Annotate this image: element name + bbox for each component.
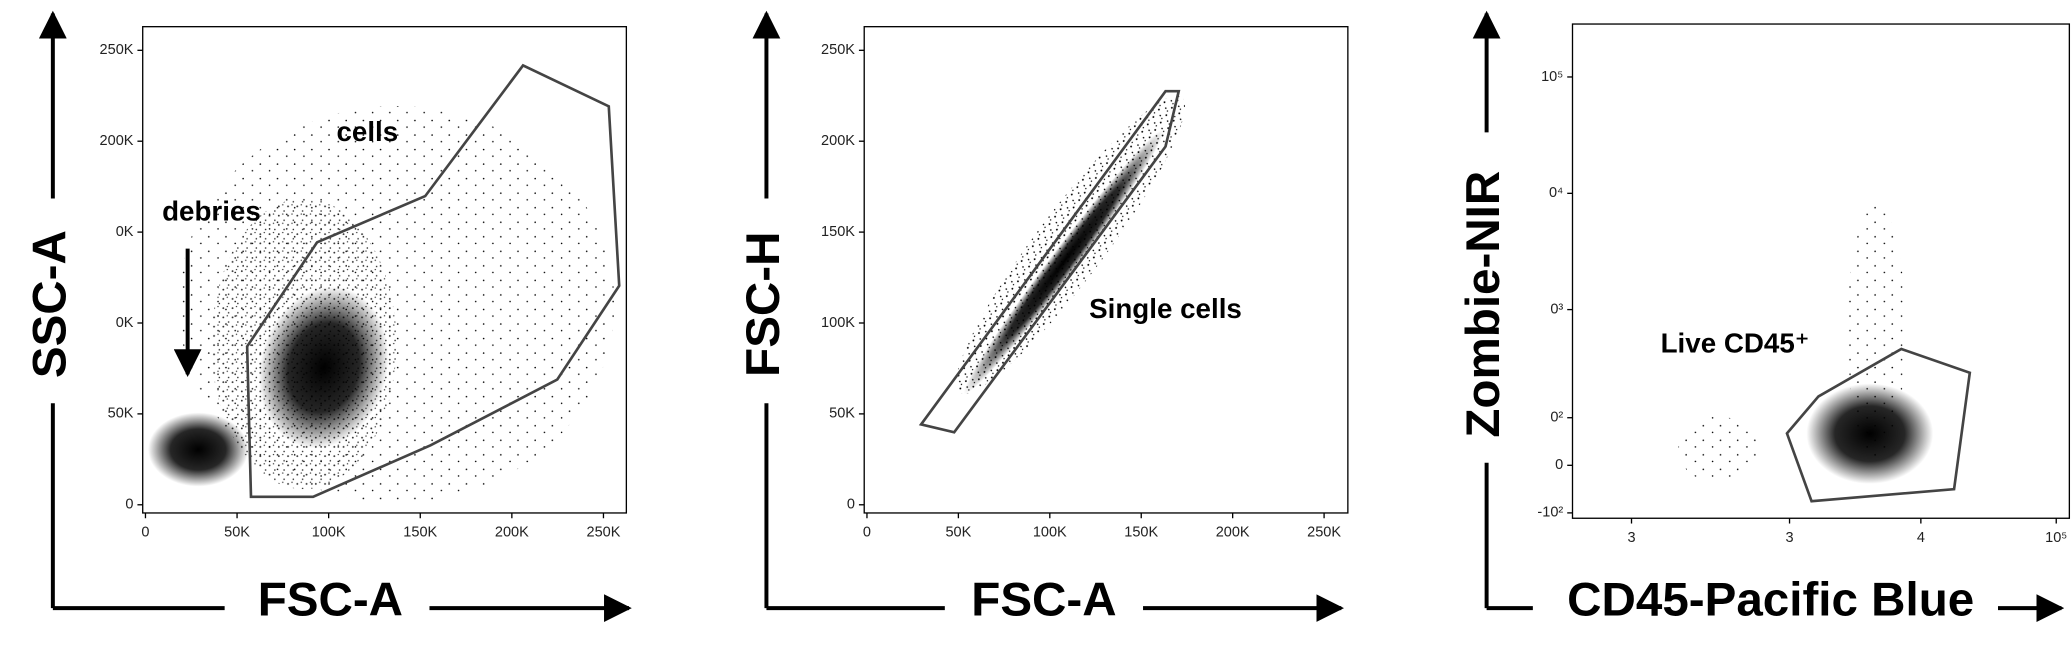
gate-label: cells: [336, 116, 398, 147]
x-tick-label: 0: [863, 525, 871, 541]
y-tick-label: 200K: [821, 133, 855, 149]
x-tick-label: 4: [1917, 530, 1925, 546]
y-tick-label: 250K: [821, 42, 855, 58]
x-tick-label: 50K: [945, 525, 971, 541]
y-tick-label: 0: [125, 497, 133, 513]
y-tick-label: 50K: [829, 406, 855, 422]
x-tick-label: 0: [141, 525, 149, 541]
x-tick-label: 200K: [1216, 525, 1250, 541]
y-tick-label: 100K: [821, 315, 855, 331]
x-tick-label: 150K: [403, 525, 437, 541]
y-tick-label: 0: [1555, 457, 1563, 473]
y-axis-label: Zombie-NIR: [1457, 171, 1510, 438]
y-tick-label: 200K: [100, 133, 134, 149]
y-axis-label: FSC-H: [737, 232, 790, 377]
x-tick-label: 200K: [495, 525, 529, 541]
plot-frame: [142, 26, 628, 514]
y-tick-label: 0²: [1550, 410, 1563, 426]
y-tick-label: 150K: [821, 224, 855, 240]
x-tick-label: 100K: [1033, 525, 1067, 541]
gate: [918, 89, 1181, 434]
x-tick-label: 50K: [224, 525, 250, 541]
x-tick-label: 3: [1627, 530, 1635, 546]
x-axis-label: CD45-Pacific Blue: [1567, 573, 1974, 626]
y-tick-label: 250K: [100, 42, 134, 58]
y-tick-label: 0⁴: [1549, 185, 1563, 201]
plot-frame: [863, 26, 1349, 514]
x-tick-label: 10⁵: [2045, 530, 2067, 546]
x-tick-label: 150K: [1124, 525, 1158, 541]
x-tick-label: 3: [1785, 530, 1793, 546]
x-tick-label: 250K: [1307, 525, 1341, 541]
y-tick-label: 0: [847, 497, 855, 513]
gate-label: debries: [162, 195, 261, 226]
y-tick-label: 0K: [116, 224, 134, 240]
plot-frame: [1571, 23, 2071, 519]
x-tick-label: 250K: [587, 525, 621, 541]
gate: [245, 63, 621, 499]
x-axis-label: FSC-A: [258, 573, 403, 626]
x-tick-label: 100K: [312, 525, 346, 541]
x-axis-label: FSC-A: [971, 573, 1116, 626]
y-tick-label: 0³: [1550, 301, 1563, 317]
y-axis-label: SSC-A: [23, 230, 76, 378]
cell-clouds: [148, 95, 1934, 503]
y-tick-label: 50K: [108, 406, 134, 422]
y-tick-label: -10²: [1537, 505, 1563, 521]
gate-label: Single cells: [1089, 293, 1242, 324]
y-tick-label: 10⁵: [1541, 69, 1563, 85]
y-tick-label: 0K: [116, 315, 134, 331]
gate: [1785, 347, 1972, 503]
gate-label: Live CD45⁺: [1661, 327, 1810, 358]
